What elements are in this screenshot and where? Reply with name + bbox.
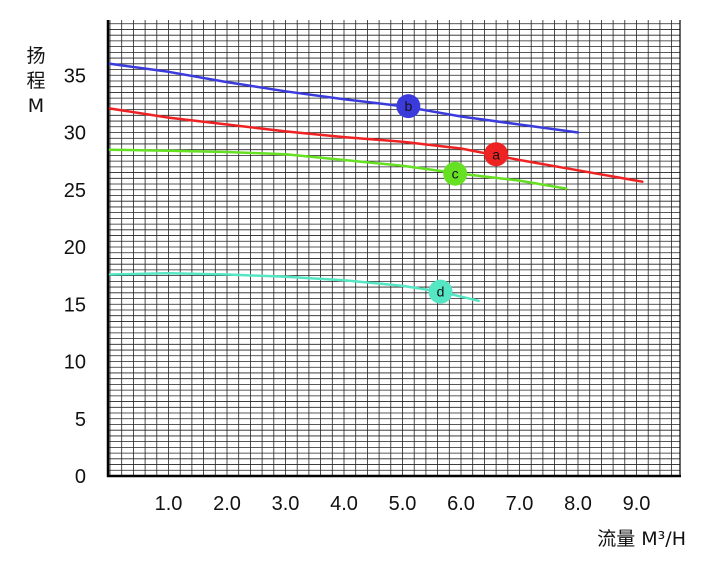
y-tick-label: 35 <box>64 65 86 87</box>
chart-axes <box>106 20 681 478</box>
series-line-b <box>108 62 580 134</box>
x-tick-label: 7.0 <box>506 493 534 515</box>
y-tick-label: 10 <box>64 352 86 374</box>
chart-series <box>108 62 644 303</box>
x-axis-title: 流量 M³/H <box>597 528 686 550</box>
series-marker-c <box>443 161 468 186</box>
x-tick-labels: 1.0 2.0 3.0 4.0 5.0 6.0 7.0 8.0 9.0 <box>155 493 651 515</box>
y-tick-label: 25 <box>64 180 86 202</box>
series-marker-d <box>428 279 453 304</box>
series-marker-a <box>484 142 509 167</box>
series-line-a <box>108 107 644 183</box>
y-tick-labels: 0 5 10 15 20 25 30 35 <box>64 65 86 488</box>
x-tick-label: 9.0 <box>623 493 651 515</box>
series-markers: a b c d <box>396 94 509 304</box>
y-tick-label: 15 <box>64 294 86 316</box>
chart-grid <box>108 20 680 477</box>
x-tick-label: 3.0 <box>272 493 300 515</box>
y-tick-label: 20 <box>64 237 86 259</box>
x-tick-label: 2.0 <box>213 493 241 515</box>
series-marker-label-c: c <box>452 166 459 182</box>
x-tick-label: 1.0 <box>155 493 183 515</box>
y-tick-label: 5 <box>75 409 86 431</box>
series-marker-b <box>396 94 421 119</box>
x-tick-label: 4.0 <box>330 493 358 515</box>
y-tick-label: 30 <box>64 123 86 145</box>
series-marker-label-a: a <box>492 146 500 162</box>
x-tick-label: 8.0 <box>564 493 592 515</box>
x-tick-label: 6.0 <box>447 493 475 515</box>
y-tick-label: 0 <box>75 466 86 488</box>
y-axis-title: 扬程M <box>26 45 45 117</box>
series-line-c <box>108 148 568 190</box>
y-axis-title-line: M <box>28 95 44 117</box>
y-axis-title-line: 程 <box>26 70 45 92</box>
x-tick-label: 5.0 <box>389 493 417 515</box>
series-marker-label-b: b <box>404 98 412 114</box>
y-axis-title-line: 扬 <box>26 45 45 67</box>
series-marker-label-d: d <box>437 284 445 300</box>
